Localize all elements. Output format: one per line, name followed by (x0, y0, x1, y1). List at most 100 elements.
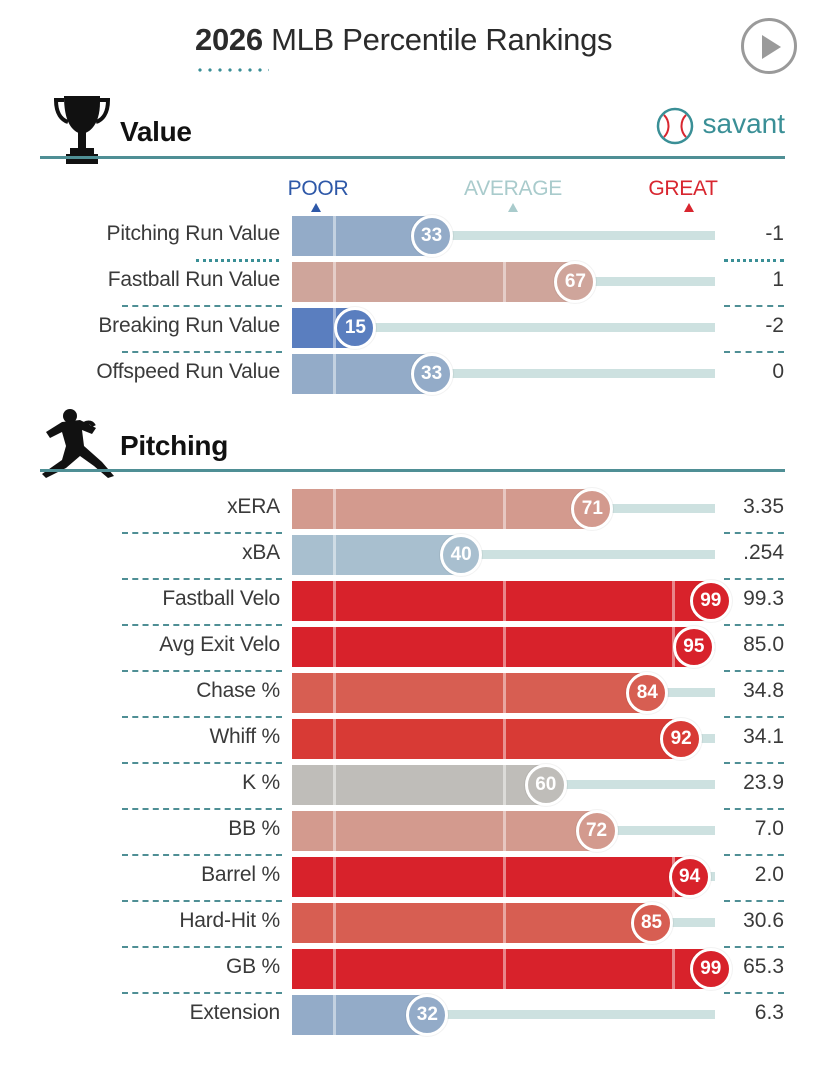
metric-bar (292, 673, 648, 713)
play-icon (762, 35, 781, 59)
row-separator (724, 578, 784, 580)
metric-row[interactable]: xERA 71 3.35 (0, 488, 820, 535)
row-separator (724, 900, 784, 902)
metric-row[interactable]: Avg Exit Velo 95 85.0 (0, 626, 820, 673)
bar-reference-line (333, 535, 337, 575)
bar-reference-line (333, 489, 337, 529)
row-separator (122, 532, 282, 534)
metric-bar-track (461, 550, 715, 559)
percentile-bubble: 94 (668, 856, 711, 898)
metric-label: Extension (189, 1001, 281, 1024)
bar-reference-line (502, 857, 506, 897)
scale-great-label: GREAT (648, 177, 718, 200)
metric-bar (292, 216, 432, 256)
row-separator (724, 624, 784, 626)
value-section-title: Value (120, 116, 192, 147)
percentile-bubble: 40 (440, 534, 483, 576)
row-separator (724, 946, 784, 948)
metric-bar-track (596, 826, 715, 835)
value-section-rule (40, 156, 785, 159)
metric-bar-track (431, 369, 715, 378)
bar-reference-line (502, 581, 506, 621)
metric-bar (292, 354, 432, 394)
value-section-header: Value savant (40, 90, 786, 164)
bar-reference-line (671, 581, 675, 621)
title-underline-dots (195, 68, 269, 72)
metric-label: Offspeed Run Value (96, 360, 280, 383)
percentile-bubble: 67 (554, 261, 597, 303)
scale-poor-arrow-icon (311, 203, 321, 212)
metric-row[interactable]: Whiff % 92 34.1 (0, 718, 820, 765)
metric-bar-track (427, 1010, 715, 1019)
metric-row[interactable]: Chase % 84 34.8 (0, 672, 820, 719)
bar-reference-line (502, 765, 506, 805)
metric-row[interactable]: Pitching Run Value 33 -1 (0, 215, 820, 262)
bar-reference-line (333, 903, 337, 943)
row-separator (122, 762, 282, 764)
row-separator (122, 670, 282, 672)
bar-reference-line (333, 262, 337, 302)
metric-row[interactable]: Breaking Run Value 15 -2 (0, 307, 820, 354)
metric-label: xBA (242, 541, 280, 564)
metric-bar-track (647, 688, 715, 697)
scale-average-label: AVERAGE (464, 177, 562, 200)
row-separator (122, 946, 282, 948)
metric-value: -1 (765, 222, 784, 245)
metric-bar-track (651, 918, 715, 927)
metric-value: 1 (772, 268, 784, 291)
metric-bar (292, 765, 546, 805)
percentile-bubble: 72 (575, 810, 618, 852)
scale-great-arrow-icon (684, 203, 694, 212)
metric-row[interactable]: Fastball Run Value 67 1 (0, 261, 820, 308)
metric-bar (292, 811, 597, 851)
title-year: 2026 (195, 22, 263, 57)
metric-row[interactable]: K % 60 23.9 (0, 764, 820, 811)
bar-reference-line (333, 627, 337, 667)
metric-row[interactable]: Hard-Hit % 85 30.6 (0, 902, 820, 949)
bar-reference-line (502, 673, 506, 713)
metric-bar (292, 949, 711, 989)
metric-bar (292, 581, 711, 621)
metric-row[interactable]: Extension 32 6.3 (0, 994, 820, 1041)
percentile-bubble: 60 (524, 764, 567, 806)
percentile-bubble: 92 (660, 718, 703, 760)
metric-value: 99.3 (743, 587, 784, 610)
metric-row[interactable]: Barrel % 94 2.0 (0, 856, 820, 903)
metric-value: 34.8 (743, 679, 784, 702)
bar-reference-line (502, 903, 506, 943)
pitcher-silhouette-icon (42, 409, 114, 478)
scale-average-arrow-icon (508, 203, 518, 212)
row-separator (724, 808, 784, 810)
play-button[interactable] (741, 18, 797, 74)
metric-row[interactable]: Offspeed Run Value 33 0 (0, 353, 820, 400)
percentile-bubble: 95 (672, 626, 715, 668)
metric-bar (292, 903, 652, 943)
metric-label: Fastball Velo (162, 587, 280, 610)
percentile-bubble: 15 (334, 307, 377, 349)
metric-label: Hard-Hit % (179, 909, 280, 932)
metric-bar-track (592, 504, 715, 513)
percentile-bubble: 33 (410, 353, 453, 395)
bar-reference-line (502, 949, 506, 989)
row-separator (724, 259, 784, 262)
percentile-bubble: 99 (689, 948, 732, 990)
bar-reference-line (502, 811, 506, 851)
savant-logo-text: savant (702, 108, 786, 139)
bar-reference-line (333, 857, 337, 897)
metric-row[interactable]: GB % 99 65.3 (0, 948, 820, 995)
metric-label: Fastball Run Value (107, 268, 280, 291)
row-separator (122, 900, 282, 902)
metric-value: .254 (743, 541, 784, 564)
metric-value: 85.0 (743, 633, 784, 656)
pitching-section-rule (40, 469, 785, 472)
metric-row[interactable]: BB % 72 7.0 (0, 810, 820, 857)
bar-reference-line (502, 262, 506, 302)
baseball-icon (656, 107, 694, 145)
row-separator (196, 259, 279, 262)
metric-row[interactable]: Fastball Velo 99 99.3 (0, 580, 820, 627)
metric-value: 6.3 (754, 1001, 784, 1024)
metric-row[interactable]: xBA 40 .254 (0, 534, 820, 581)
metric-bar-track (431, 231, 715, 240)
row-separator (724, 670, 784, 672)
bar-reference-line (333, 995, 337, 1035)
